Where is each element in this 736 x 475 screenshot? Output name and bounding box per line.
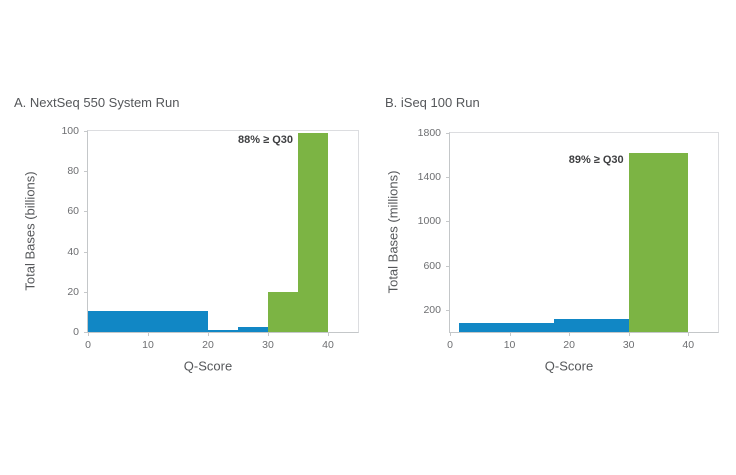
x-axis-tick [569, 332, 570, 336]
y-tick-label: 1400 [417, 171, 441, 184]
histogram-bar-q0-20 [88, 310, 208, 332]
x-tick-label: 10 [503, 339, 516, 351]
y-axis-tick [446, 310, 450, 311]
x-tick-label: 20 [202, 339, 214, 351]
x-axis-tick [510, 332, 511, 336]
x-tick-label: 30 [262, 339, 274, 351]
x-axis-tick [688, 332, 689, 336]
histogram-bar-q30-40 [628, 152, 689, 332]
y-tick-label: 20 [67, 285, 79, 298]
y-tick-label: 80 [67, 165, 79, 178]
y-axis-tick [446, 221, 450, 222]
x-axis-tick [208, 332, 209, 336]
x-tick-label: 40 [682, 339, 695, 351]
x-axis-tick [629, 332, 630, 336]
y-tick-label: 60 [67, 205, 79, 218]
plot-area: 89% ≥ Q30 0 10 20 30 40 200 600 1000 1400 1800 [418, 127, 719, 351]
x-axis-tick [148, 332, 149, 336]
x-axis-tick [450, 332, 451, 336]
x-axis-label: Q-Score [183, 358, 233, 374]
histogram-bar-q1.5-17.5 [458, 322, 555, 332]
plot-area: 88% ≥ Q30 0 10 20 30 40 0 20 40 60 80 100 [61, 125, 359, 351]
y-axis-tick [446, 266, 450, 267]
x-axis-label: Q-Score [544, 358, 594, 374]
chart-title: B. iSeq 100 Run [385, 95, 480, 110]
histogram-bar-q25-30 [238, 327, 268, 332]
x-tick-label: 10 [142, 339, 154, 351]
y-tick-label: 100 [61, 125, 79, 137]
histogram-bar-q35-40 [298, 133, 328, 332]
y-tick-label: 1800 [417, 127, 441, 139]
y-tick-label: 200 [423, 303, 441, 316]
q30-percent-annotation: 89% ≥ Q30 [568, 153, 624, 166]
y-tick-label: 600 [423, 259, 441, 272]
y-axis-tick [84, 332, 88, 333]
chart-title: A. NextSeq 550 System Run [14, 95, 180, 110]
x-tick-label: 0 [85, 339, 91, 351]
x-tick-label: 20 [563, 339, 575, 351]
y-axis-tick [84, 292, 88, 293]
y-tick-label: 1000 [417, 215, 441, 228]
x-axis-tick [88, 332, 89, 336]
y-axis-tick [84, 252, 88, 253]
histogram-bar-q30-35 [268, 291, 298, 332]
x-axis-tick [328, 332, 329, 336]
y-tick-label: 0 [73, 326, 79, 338]
y-axis-tick [446, 133, 450, 134]
y-axis-tick [446, 177, 450, 178]
x-tick-label: 30 [622, 339, 635, 351]
x-tick-label: 0 [447, 339, 453, 351]
y-axis-tick [84, 211, 88, 212]
x-axis-tick [268, 332, 269, 336]
y-tick-label: 40 [67, 245, 79, 258]
histogram-bar-q20-25 [208, 330, 238, 332]
histogram-bar-q17.5-30 [554, 318, 629, 332]
y-axis-tick [84, 171, 88, 172]
x-tick-label: 40 [322, 339, 334, 351]
q30-percent-annotation: 88% ≥ Q30 [238, 134, 293, 146]
y-axis-label: Total Bases (millions) [385, 170, 401, 294]
y-axis-label: Total Bases (billions) [22, 171, 38, 291]
y-axis-tick [84, 131, 88, 132]
